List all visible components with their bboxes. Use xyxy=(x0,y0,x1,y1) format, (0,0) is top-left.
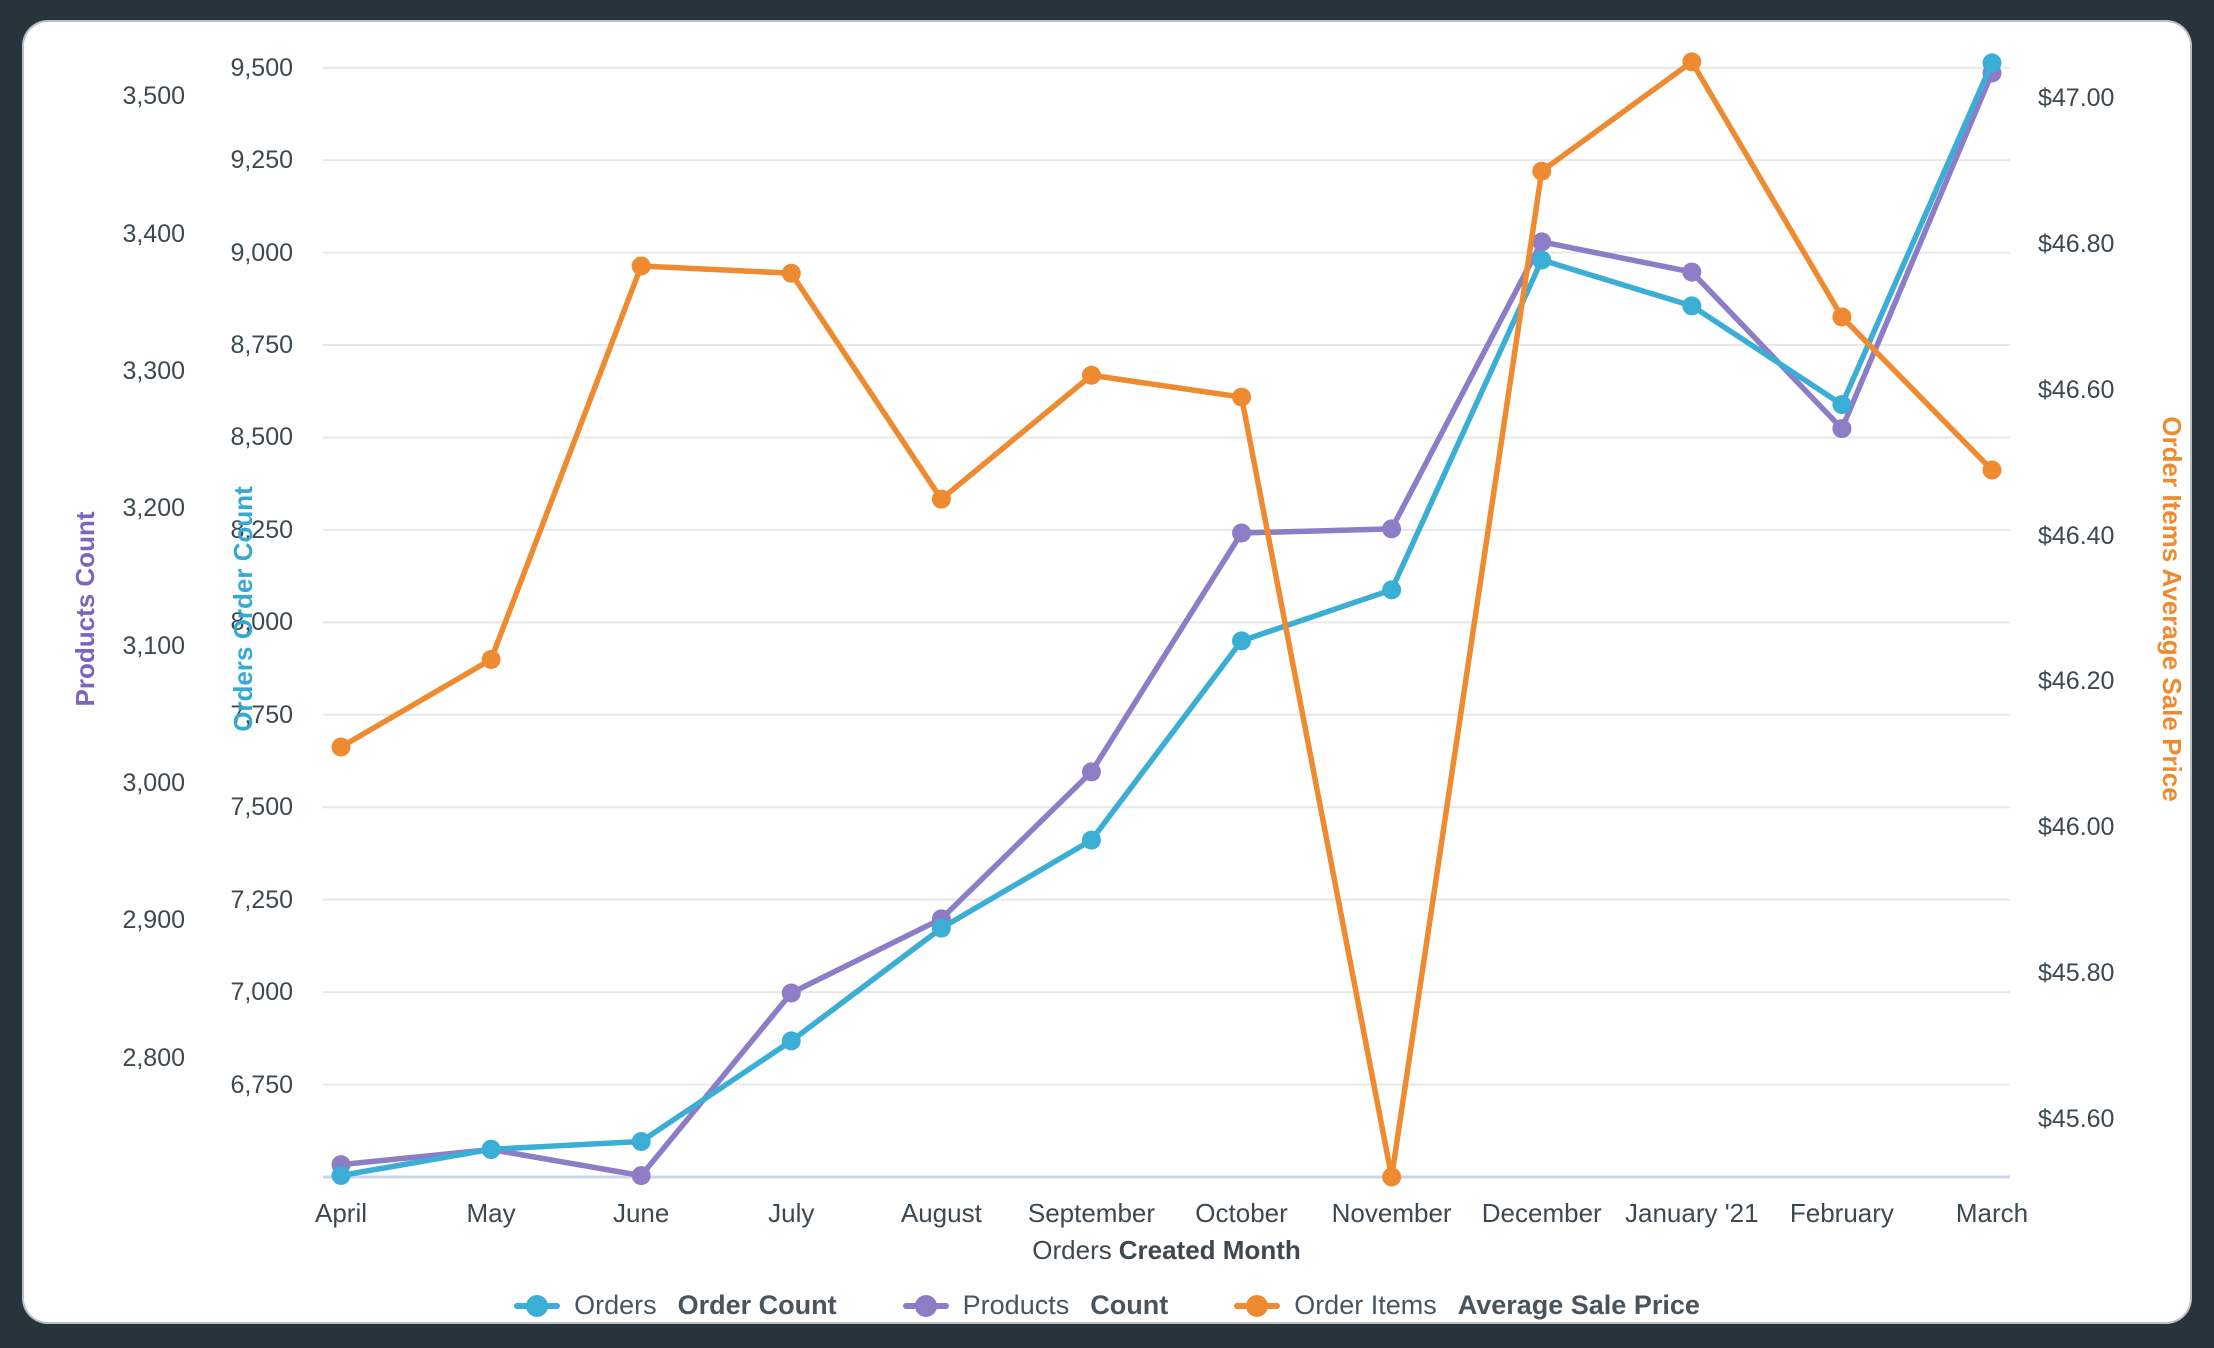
data-point-products-November xyxy=(1382,519,1402,539)
legend-label-bold: Order Count xyxy=(677,1290,837,1320)
data-point-price-June xyxy=(631,256,651,276)
data-point-orders-May xyxy=(481,1139,501,1159)
data-point-orders-September xyxy=(1081,830,1101,850)
data-point-products-January '21 xyxy=(1682,262,1702,282)
data-point-price-November xyxy=(1382,1167,1402,1187)
legend-marker-icon xyxy=(902,1294,949,1318)
data-point-products-December xyxy=(1532,232,1552,252)
data-point-orders-June xyxy=(631,1132,651,1152)
chart-legend: Orders Order Count Products Count Order Item… xyxy=(0,1290,2214,1321)
legend-label-regular: Products xyxy=(962,1290,1070,1320)
data-point-orders-December xyxy=(1532,250,1552,270)
data-point-price-September xyxy=(1081,365,1101,385)
data-point-products-February xyxy=(1832,419,1852,439)
data-point-orders-March xyxy=(1982,53,2002,73)
data-point-orders-August xyxy=(931,918,951,938)
legend-label-bold: Average Sale Price xyxy=(1457,1290,1700,1320)
data-point-price-February xyxy=(1832,307,1852,327)
data-point-price-October xyxy=(1232,387,1252,407)
data-point-orders-July xyxy=(781,1031,801,1051)
data-point-price-July xyxy=(781,263,801,283)
data-point-products-September xyxy=(1081,762,1101,782)
data-point-orders-April xyxy=(331,1166,351,1186)
series-line-price xyxy=(338,59,1995,1180)
legend-label-regular: Orders xyxy=(574,1290,657,1320)
data-point-price-January '21 xyxy=(1682,52,1702,72)
legend-item-price[interactable]: Order Items Average Sale Price xyxy=(1234,1290,1700,1321)
data-point-price-December xyxy=(1532,161,1552,181)
data-point-price-August xyxy=(931,489,951,509)
legend-label-bold: Count xyxy=(1090,1290,1169,1320)
data-point-products-June xyxy=(631,1166,651,1186)
data-point-products-July xyxy=(781,983,801,1003)
legend-item-products[interactable]: Products Count xyxy=(902,1290,1169,1321)
chart-card xyxy=(22,20,2192,1324)
legend-marker-icon xyxy=(1234,1294,1281,1318)
data-point-orders-November xyxy=(1382,580,1402,600)
data-point-price-March xyxy=(1982,460,2002,480)
legend-marker-icon xyxy=(514,1294,561,1318)
data-point-orders-February xyxy=(1832,395,1852,415)
legend-item-orders[interactable]: Orders Order Count xyxy=(514,1290,837,1321)
data-point-products-October xyxy=(1232,523,1252,543)
data-point-orders-October xyxy=(1232,631,1252,651)
series-line-products xyxy=(338,70,1995,1179)
legend-label-regular: Order Items xyxy=(1294,1290,1437,1320)
data-point-price-April xyxy=(331,737,351,757)
series-line-orders xyxy=(338,60,1995,1179)
data-point-price-May xyxy=(481,650,501,670)
data-point-orders-January '21 xyxy=(1682,296,1702,316)
